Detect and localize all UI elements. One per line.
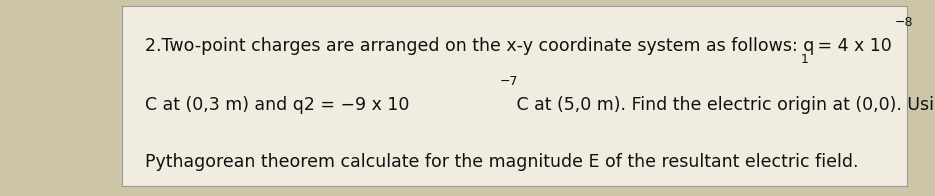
Text: 1: 1 xyxy=(800,53,808,66)
Text: C at (0,3 m) and q2 = −9 x 10: C at (0,3 m) and q2 = −9 x 10 xyxy=(145,96,410,114)
Text: 2.Two-point charges are arranged on the x-y coordinate system as follows: q: 2.Two-point charges are arranged on the … xyxy=(145,37,814,55)
Text: −7: −7 xyxy=(499,75,518,88)
Text: −8: −8 xyxy=(895,16,913,29)
Text: = 4 x 10: = 4 x 10 xyxy=(812,37,891,55)
Text: Pythagorean theorem calculate for the magnitude E of the resultant electric fiel: Pythagorean theorem calculate for the ma… xyxy=(145,152,858,171)
Text: C at (5,0 m). Find the electric origin at (0,0). Using the: C at (5,0 m). Find the electric origin a… xyxy=(511,96,935,114)
